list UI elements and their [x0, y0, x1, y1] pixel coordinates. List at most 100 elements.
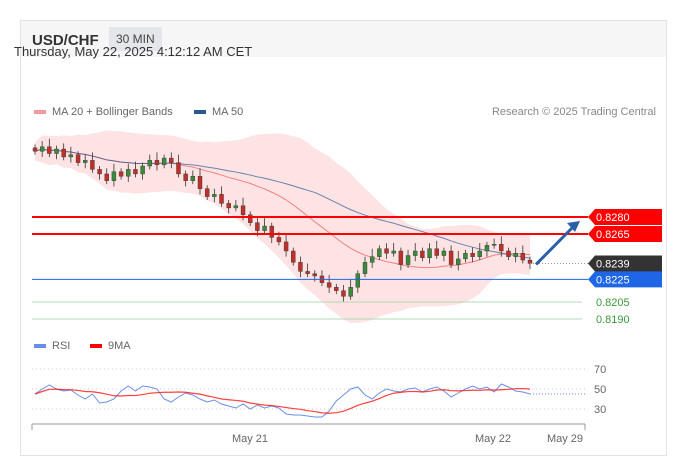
candle — [291, 247, 296, 266]
candle — [154, 152, 160, 171]
candle-body — [456, 258, 461, 265]
candle-body — [97, 169, 102, 175]
candle — [90, 152, 95, 173]
candle — [140, 162, 145, 180]
candle-body — [384, 248, 389, 254]
price-label-current: 0.8239 — [596, 258, 630, 270]
chart-panel: USD/CHF 30 MIN — [20, 20, 667, 456]
candle — [362, 256, 368, 278]
candle — [348, 279, 353, 300]
rsi-tick-label: 50 — [594, 384, 606, 396]
candle-body — [283, 241, 289, 252]
candle-body — [491, 243, 497, 246]
credit: Research © 2025 Trading Central — [491, 106, 656, 118]
candle-body — [262, 225, 267, 231]
ma9-line — [34, 387, 531, 414]
candle-body — [470, 253, 475, 257]
rsi-tick-label: 70 — [594, 364, 606, 376]
candle-body — [212, 194, 217, 197]
candle — [111, 163, 117, 187]
candle-body — [147, 160, 152, 167]
candle — [75, 151, 81, 167]
candle — [448, 245, 454, 268]
candle-body — [520, 253, 526, 261]
candle — [226, 200, 231, 214]
candle-body — [47, 146, 52, 154]
price-label-resistance: 0.8265 — [596, 229, 630, 241]
candle-body — [484, 245, 490, 252]
candle-body — [219, 194, 224, 204]
candle-body — [477, 250, 482, 257]
candle-body — [377, 248, 382, 257]
candle — [204, 185, 210, 201]
candle — [520, 245, 526, 264]
candle — [248, 211, 253, 227]
candle-body — [176, 162, 181, 175]
candle — [126, 163, 131, 182]
candle — [197, 168, 203, 195]
candle — [484, 241, 490, 257]
candle-body — [161, 157, 167, 166]
candle — [283, 233, 289, 257]
candle-body — [126, 169, 131, 177]
legend-ma9: 9MA — [90, 340, 131, 352]
timeframe-badge[interactable]: 30 MIN — [109, 27, 162, 51]
legend-rsi-label: RSI — [52, 340, 71, 352]
candle — [456, 250, 461, 271]
candle-body — [39, 146, 45, 152]
candle-body — [326, 282, 332, 288]
candle-body — [233, 205, 239, 209]
candle-body — [255, 222, 260, 231]
arrow-head-icon — [567, 221, 580, 232]
price-label-bg — [588, 271, 662, 288]
candle — [441, 247, 447, 262]
candle-body — [298, 262, 303, 272]
candle-body — [190, 176, 196, 181]
price-label-green: 0.8190 — [596, 314, 630, 326]
candle — [499, 236, 504, 257]
candle-body — [513, 253, 518, 257]
candle — [97, 166, 102, 180]
candle-body — [398, 250, 404, 265]
candle — [398, 247, 404, 271]
candle — [463, 249, 468, 263]
candle-body — [427, 248, 432, 258]
price-label-resistance: 0.8280 — [596, 212, 630, 224]
candle-body — [118, 171, 124, 177]
candle-body — [420, 250, 425, 258]
ma20-swatch — [34, 110, 46, 114]
legend-ma20: MA 20 + Bollinger Bands — [34, 106, 173, 118]
candle-body — [463, 253, 468, 260]
candle — [298, 256, 303, 278]
candle-body — [61, 148, 66, 158]
ma50-swatch — [194, 110, 206, 114]
candle — [83, 154, 88, 169]
rsi-swatch — [34, 344, 46, 348]
candle-body — [434, 248, 439, 256]
rsi-tick-label: 30 — [594, 404, 606, 416]
candle-body — [355, 273, 361, 288]
candle — [355, 270, 361, 293]
legend-rsi: RSI — [34, 340, 70, 352]
candle-body — [197, 176, 203, 189]
candle-body — [348, 287, 353, 297]
candle — [262, 218, 267, 234]
candle-body — [527, 259, 533, 264]
candle-body — [312, 273, 317, 277]
candle — [405, 249, 411, 268]
candle-body — [154, 160, 160, 166]
candle — [212, 188, 217, 203]
candle-body — [104, 173, 109, 181]
candle-body — [248, 214, 253, 223]
candle-body — [276, 237, 282, 243]
candle — [61, 143, 66, 161]
candle-body — [240, 205, 246, 215]
candle — [269, 222, 274, 244]
candle-body — [506, 250, 511, 257]
candle — [39, 141, 45, 157]
candle-body — [133, 169, 138, 175]
candle — [513, 247, 518, 263]
candle-body — [32, 147, 38, 152]
candle — [147, 154, 152, 170]
candle — [427, 243, 432, 264]
